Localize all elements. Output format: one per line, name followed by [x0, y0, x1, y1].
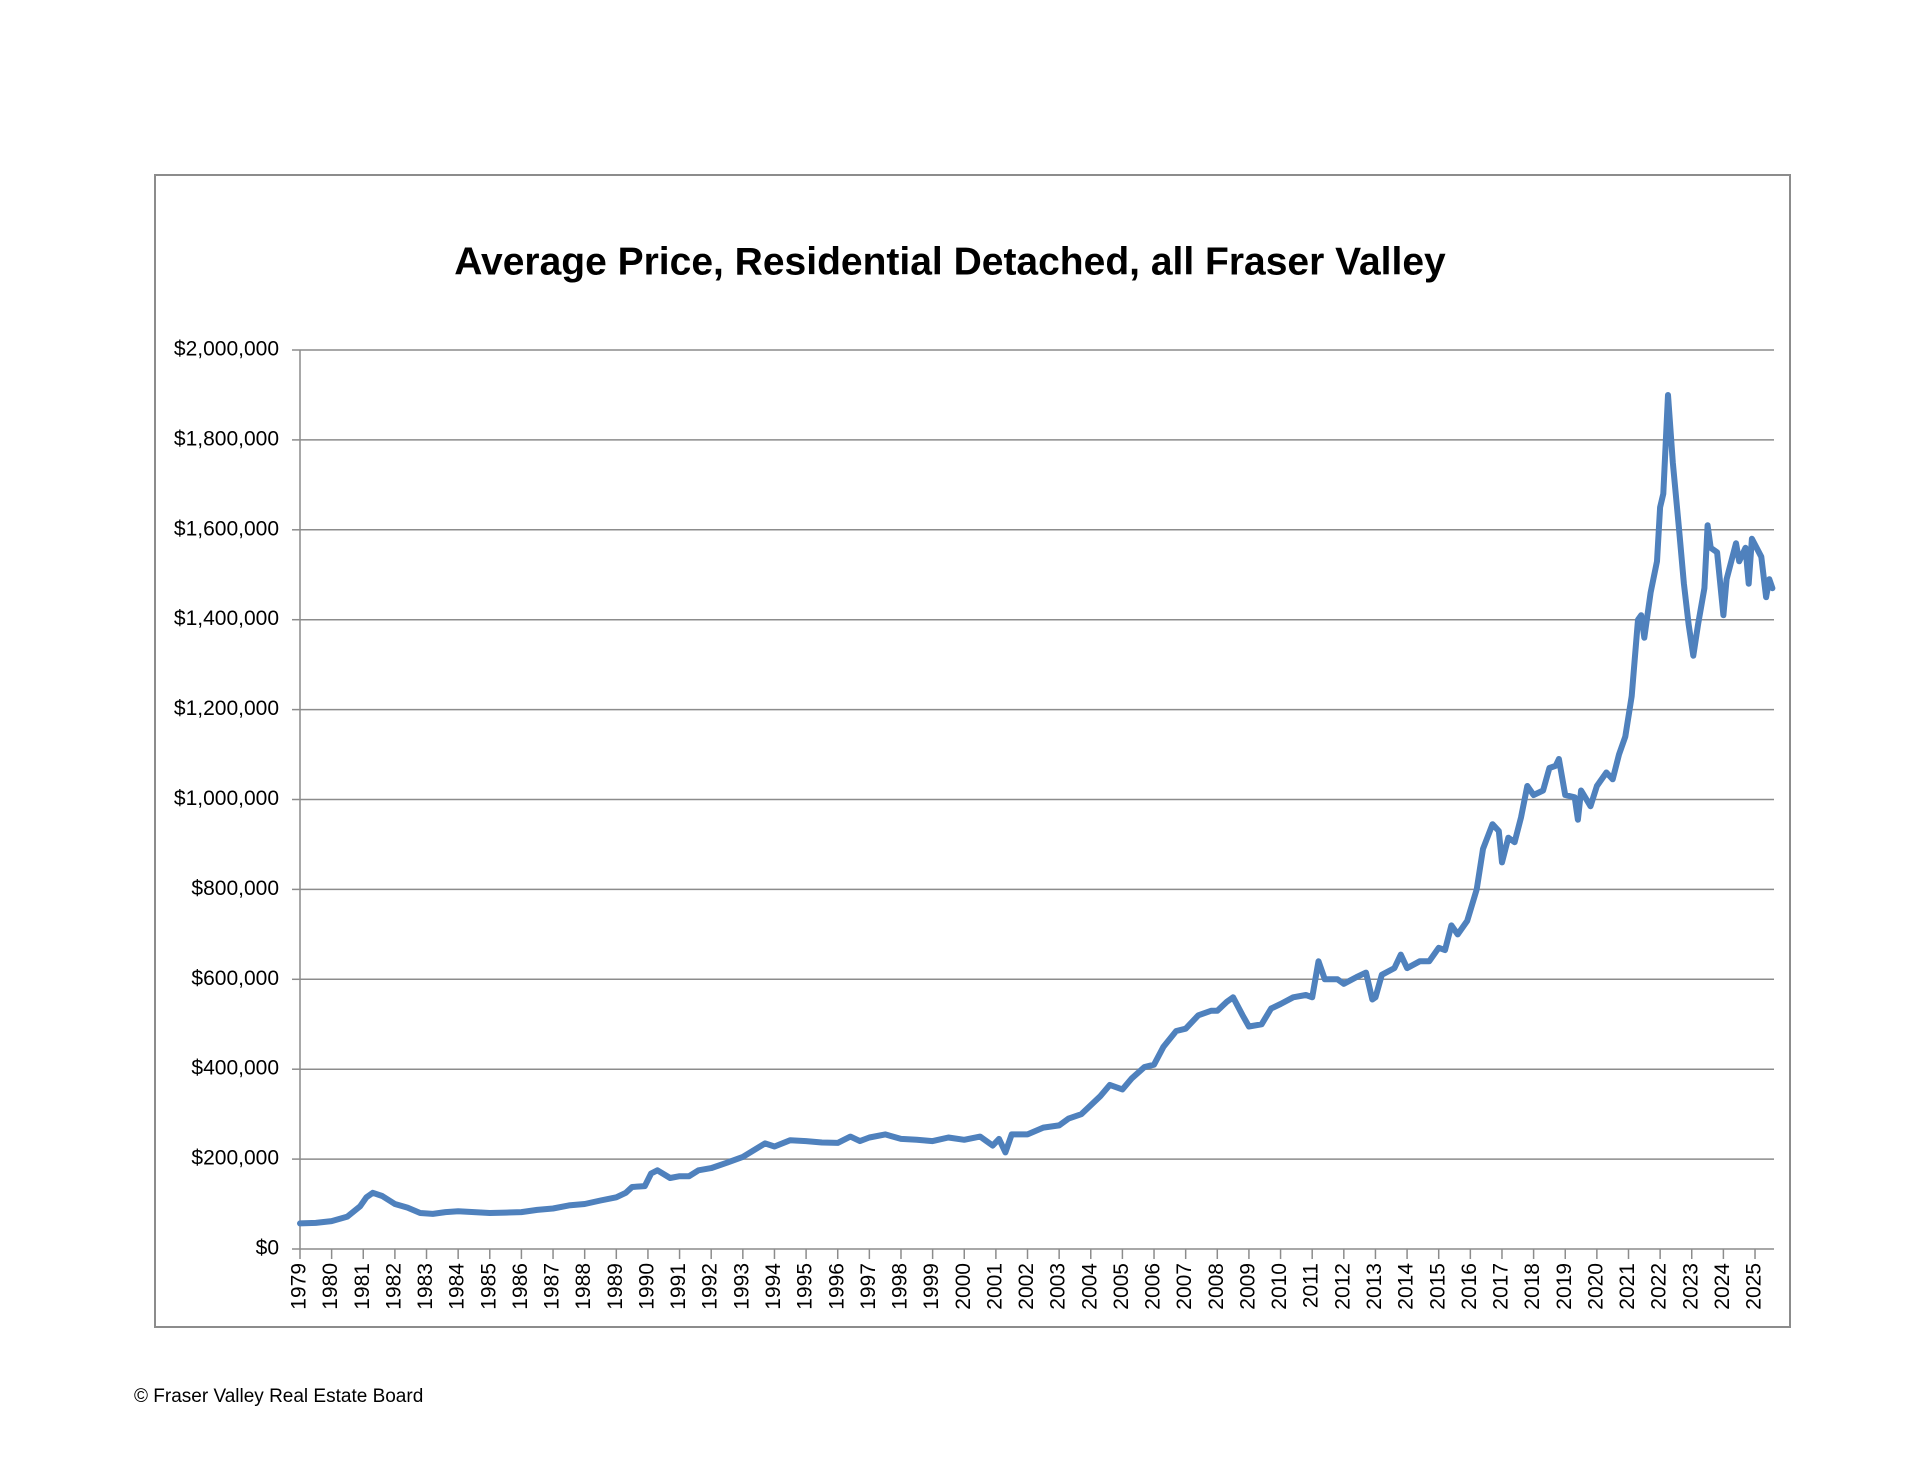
x-tick-label: 1983 — [414, 1263, 437, 1310]
x-tick-label: 2025 — [1743, 1263, 1766, 1310]
y-tick-label: $2,000,000 — [174, 338, 279, 361]
chart-frame — [154, 174, 1791, 1328]
x-tick-label: 1992 — [699, 1263, 722, 1310]
x-tick-label: 1985 — [477, 1263, 500, 1310]
x-tick-label: 1982 — [382, 1263, 405, 1310]
x-tick-label: 2011 — [1300, 1263, 1323, 1308]
x-tick-label: 2007 — [1173, 1263, 1196, 1310]
x-tick-label: 1990 — [635, 1263, 658, 1310]
x-tick-label: 1984 — [446, 1263, 469, 1310]
x-tick-label: 1997 — [857, 1263, 880, 1310]
x-tick-label: 2002 — [1015, 1263, 1038, 1310]
x-tick-label: 2008 — [1205, 1263, 1228, 1310]
y-tick-label: $600,000 — [191, 967, 279, 990]
y-tick-label: $400,000 — [191, 1057, 279, 1080]
x-tick-label: 2012 — [1331, 1263, 1354, 1310]
x-tick-label: 2013 — [1363, 1263, 1386, 1310]
y-tick-label: $200,000 — [191, 1147, 279, 1170]
x-tick-label: 2004 — [1078, 1263, 1101, 1310]
x-tick-label: 2018 — [1521, 1263, 1544, 1310]
y-tick-label: $1,000,000 — [174, 787, 279, 810]
footer: © Fraser Valley Real Estate Board — [134, 1386, 423, 1407]
chart-title: Average Price, Residential Detached, all… — [454, 240, 1446, 283]
y-tick-label: $1,600,000 — [174, 517, 279, 540]
x-tick-label: 1980 — [319, 1263, 342, 1310]
x-tick-label: 1999 — [920, 1263, 943, 1310]
x-tick-label: 2006 — [1142, 1263, 1165, 1310]
x-tick-label: 1989 — [604, 1263, 627, 1310]
x-tick-label: 2009 — [1236, 1263, 1259, 1310]
x-tick-label: 2022 — [1648, 1263, 1671, 1310]
x-tick-label: 2014 — [1395, 1263, 1418, 1310]
y-tick-label: $1,800,000 — [174, 427, 279, 450]
y-tick-label: $800,000 — [191, 877, 279, 900]
x-tick-label: 1995 — [794, 1263, 817, 1310]
x-tick-label: 2024 — [1711, 1263, 1734, 1310]
x-tick-label: 2016 — [1458, 1263, 1481, 1310]
x-tick-label: 1998 — [889, 1263, 912, 1310]
x-tick-label: 1991 — [667, 1263, 690, 1310]
x-tick-label: 2021 — [1616, 1263, 1639, 1310]
x-tick-label: 1981 — [351, 1263, 374, 1310]
x-tick-label: 2000 — [952, 1263, 975, 1310]
y-tick-label: $1,400,000 — [174, 607, 279, 630]
x-tick-label: 2010 — [1268, 1263, 1291, 1310]
x-tick-label: 2023 — [1679, 1263, 1702, 1310]
x-tick-label: 2001 — [983, 1263, 1006, 1310]
price-line — [297, 392, 1776, 1227]
x-tick-label: 2005 — [1110, 1263, 1133, 1310]
x-tick-label: 1986 — [509, 1263, 532, 1310]
x-tick-label: 2019 — [1553, 1263, 1576, 1310]
x-tick-label: 1993 — [730, 1263, 753, 1310]
x-tick-label: 1996 — [825, 1263, 848, 1310]
x-tick-label: 1994 — [762, 1263, 785, 1310]
x-tick-label: 2020 — [1584, 1263, 1607, 1310]
x-tick-label: 1979 — [288, 1263, 311, 1310]
x-tick-label: 2003 — [1047, 1263, 1070, 1310]
x-tick-label: 2017 — [1490, 1263, 1513, 1310]
y-tick-label: $0 — [256, 1237, 279, 1260]
x-tick-label: 1987 — [541, 1263, 564, 1310]
y-tick-label: $1,200,000 — [174, 697, 279, 720]
x-tick-label: 1988 — [572, 1263, 595, 1310]
x-tick-label: 2015 — [1426, 1263, 1449, 1310]
